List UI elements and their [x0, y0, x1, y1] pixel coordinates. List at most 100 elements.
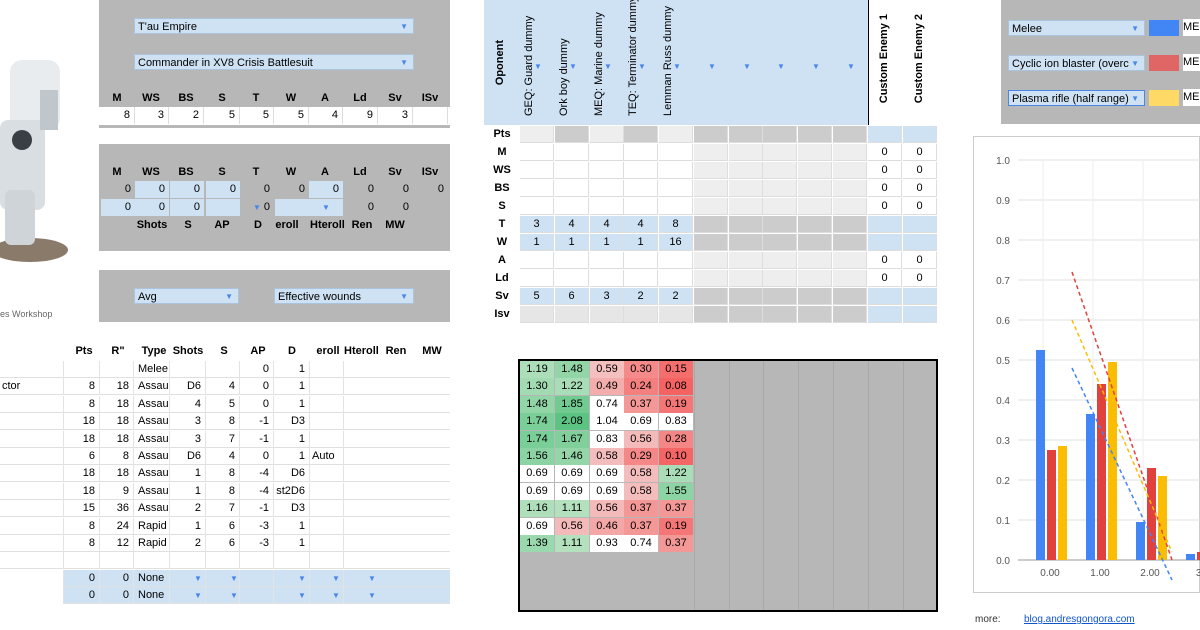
weapon-shots[interactable]: 1 [170, 482, 206, 500]
weapon-ap[interactable] [240, 552, 274, 570]
weapon-s[interactable]: 8 [206, 413, 240, 431]
weapon-ap[interactable]: -4 [240, 465, 274, 483]
weapon-s[interactable]: 7 [206, 430, 240, 448]
weapon-range[interactable]: 12 [100, 535, 134, 552]
weapon-s[interactable] [206, 552, 240, 570]
chevron-down-icon[interactable]: ▼ [847, 62, 855, 71]
stat-cell[interactable] [659, 252, 693, 269]
stat-cell[interactable] [659, 144, 693, 161]
stat-cell[interactable] [868, 234, 902, 251]
weapon-d[interactable] [274, 552, 310, 570]
weapon-ap[interactable]: -1 [240, 500, 274, 518]
stat-cell[interactable]: 2 [624, 288, 658, 305]
mode-select[interactable]: Avg ▼ [134, 288, 239, 304]
stat-cell[interactable] [798, 144, 832, 161]
stat-cell[interactable]: 1 [590, 234, 624, 251]
weapon-extra[interactable] [310, 569, 344, 587]
blog-link[interactable]: blog.andresgongora.com [1024, 614, 1135, 625]
stat-cell[interactable] [659, 198, 693, 215]
weapon-name[interactable] [0, 448, 64, 465]
weapon-d[interactable]: D3 [274, 500, 310, 518]
stat-cell[interactable] [624, 198, 658, 215]
profile-value[interactable]: 5 [206, 107, 240, 124]
weapon-ap[interactable]: 0 [240, 448, 274, 465]
stat-cell[interactable] [590, 252, 624, 269]
stat-cell[interactable] [763, 216, 797, 233]
weapon-ap[interactable]: -4 [240, 482, 274, 500]
weapon-s[interactable]: 4 [206, 378, 240, 396]
stat-cell[interactable] [624, 180, 658, 197]
weapon-extra[interactable] [310, 552, 344, 570]
weapon-shots[interactable] [170, 361, 206, 378]
weapon-s[interactable]: 6 [206, 535, 240, 552]
weapon-range[interactable]: 8 [100, 448, 134, 465]
stat-cell[interactable] [729, 306, 763, 323]
weapon-s[interactable]: 8 [206, 465, 240, 483]
weapon-pts[interactable]: 18 [66, 482, 100, 500]
stat-cell[interactable] [520, 162, 554, 179]
stat-cell[interactable]: 0 [868, 144, 902, 161]
stat-cell[interactable] [624, 252, 658, 269]
modifier-input[interactable]: 0 [367, 183, 374, 195]
stat-cell[interactable] [555, 180, 589, 197]
stat-cell[interactable] [763, 270, 797, 287]
stat-cell[interactable] [729, 162, 763, 179]
weapon-d[interactable]: 1 [274, 517, 310, 535]
weapon-ap[interactable] [240, 587, 274, 605]
weapon-shots[interactable]: D6 [170, 378, 206, 396]
weapon-s[interactable]: 5 [206, 395, 240, 413]
weapon-pts[interactable]: 8 [66, 395, 100, 413]
stat-cell[interactable] [868, 126, 902, 143]
weapon-extra[interactable] [310, 413, 344, 431]
weapon-type[interactable]: Assau [136, 465, 170, 483]
stat-cell[interactable] [833, 198, 867, 215]
weapon-range[interactable]: 18 [100, 395, 134, 413]
weapon-ap[interactable] [240, 569, 274, 587]
modifier-input[interactable]: 0 [309, 181, 343, 198]
stat-cell[interactable] [798, 180, 832, 197]
stat-cell[interactable] [903, 288, 937, 305]
stat-cell[interactable] [729, 180, 763, 197]
weapon-type[interactable]: Assau [136, 430, 170, 448]
weapon-extra[interactable] [310, 465, 344, 483]
weapon-d[interactable]: D6 [274, 465, 310, 483]
weapon-s[interactable] [206, 569, 240, 587]
stat-cell[interactable] [833, 234, 867, 251]
chevron-down-icon[interactable]: ▼ [812, 62, 820, 71]
stat-cell[interactable] [763, 126, 797, 143]
weapon-d[interactable]: 1 [274, 448, 310, 465]
modifier-input[interactable] [414, 199, 448, 216]
stat-cell[interactable] [590, 198, 624, 215]
modifier-input[interactable]: 0 [367, 201, 374, 213]
weapon-name[interactable] [0, 430, 64, 448]
stat-cell[interactable] [763, 306, 797, 323]
weapon-pts[interactable] [66, 361, 100, 378]
stat-cell[interactable]: 6 [555, 288, 589, 305]
stat-cell[interactable] [763, 288, 797, 305]
stat-cell[interactable]: 8 [659, 216, 693, 233]
stat-cell[interactable]: 5 [520, 288, 554, 305]
weapon-shots[interactable]: 2 [170, 535, 206, 552]
weapon-pts[interactable]: 18 [66, 413, 100, 431]
stat-cell[interactable] [659, 162, 693, 179]
weapon-extra[interactable] [310, 395, 344, 413]
legend-weapon-select[interactable]: Cyclic ion blaster (overc ▼ [1008, 55, 1145, 71]
profile-value[interactable]: 8 [101, 107, 135, 124]
weapon-range[interactable]: 18 [100, 465, 134, 483]
faction-select[interactable]: T'au Empire ▼ [134, 18, 414, 34]
stat-cell[interactable] [694, 162, 728, 179]
weapon-shots[interactable]: D6 [170, 448, 206, 465]
stat-cell[interactable] [694, 198, 728, 215]
profile-value[interactable] [414, 107, 448, 124]
stat-cell[interactable] [659, 270, 693, 287]
weapon-type[interactable]: Rapid [136, 517, 170, 535]
weapon-d[interactable]: 1 [274, 378, 310, 396]
stat-cell[interactable]: 2 [659, 288, 693, 305]
chevron-down-icon[interactable]: ▼ [604, 62, 612, 71]
stat-cell[interactable] [555, 270, 589, 287]
stat-cell[interactable] [520, 180, 554, 197]
weapon-ap[interactable]: 0 [240, 361, 274, 378]
stat-cell[interactable] [798, 252, 832, 269]
weapon-extra[interactable] [310, 378, 344, 396]
stat-cell[interactable] [520, 252, 554, 269]
